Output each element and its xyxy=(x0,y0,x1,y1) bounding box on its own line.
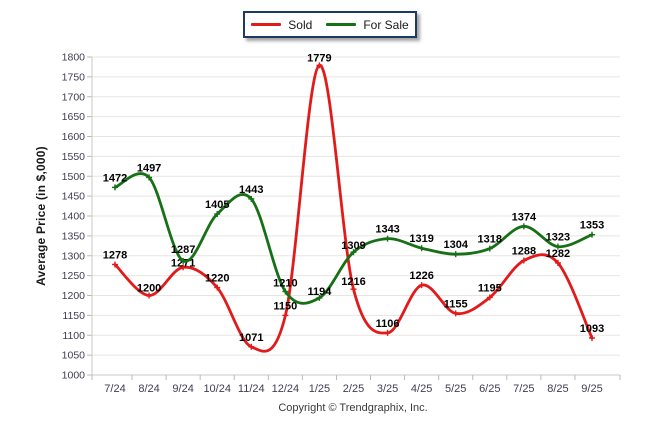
svg-text:1450: 1450 xyxy=(62,191,86,203)
svg-text:3/25: 3/25 xyxy=(377,383,398,395)
gridlines xyxy=(87,56,620,376)
svg-text:1750: 1750 xyxy=(62,71,86,83)
legend-item-sold: Sold xyxy=(251,18,312,32)
svg-text:1650: 1650 xyxy=(62,111,86,123)
svg-text:11/24: 11/24 xyxy=(238,383,265,395)
svg-text:7/25: 7/25 xyxy=(513,383,534,395)
sold-value-label: 1779 xyxy=(307,52,331,64)
for-sale-value-label: 1353 xyxy=(580,220,604,232)
for-sale-value-label: 1210 xyxy=(273,278,297,290)
svg-text:1050: 1050 xyxy=(62,350,86,362)
svg-text:9/25: 9/25 xyxy=(581,383,602,395)
for-sale-value-label: 1374 xyxy=(512,211,537,223)
sold-value-label: 1093 xyxy=(580,323,604,335)
axes xyxy=(91,57,620,376)
svg-text:1100: 1100 xyxy=(62,330,85,342)
copyright-text: Copyright © Trendgraphix, Inc. xyxy=(278,402,428,414)
for-sale-data-labels: 1472 1497 1287 1405 1443 1210 1194 1309 1343 1319… xyxy=(103,162,604,297)
svg-text:8/24: 8/24 xyxy=(138,383,159,395)
svg-text:12/24: 12/24 xyxy=(272,383,300,395)
svg-text:1500: 1500 xyxy=(62,171,86,183)
for-sale-value-label: 1309 xyxy=(341,240,365,252)
sold-value-label: 1220 xyxy=(205,273,229,285)
sold-value-label: 1282 xyxy=(546,248,570,260)
svg-text:1800: 1800 xyxy=(62,52,86,64)
svg-text:8/25: 8/25 xyxy=(547,383,568,395)
y-axis-labels: 1000 1050 1100 1150 1200 1250 1300 1350 1400 1450… xyxy=(62,52,86,382)
svg-text:9/24: 9/24 xyxy=(172,383,193,395)
sold-value-label: 1155 xyxy=(444,298,468,310)
svg-text:10/24: 10/24 xyxy=(203,383,231,395)
sold-line-swatch xyxy=(251,23,282,26)
legend: Sold For Sale xyxy=(243,11,417,38)
for-sale-value-label: 1318 xyxy=(478,234,502,246)
svg-text:1700: 1700 xyxy=(62,91,86,103)
for-sale-value-label: 1497 xyxy=(137,162,161,174)
for-sale-line-swatch xyxy=(326,23,357,26)
x-ticks xyxy=(91,375,621,380)
legend-label-sold: Sold xyxy=(288,17,313,32)
svg-text:4/25: 4/25 xyxy=(411,383,432,395)
sold-value-label: 1216 xyxy=(341,276,365,288)
for-sale-value-label: 1323 xyxy=(546,232,570,244)
sold-value-label: 1071 xyxy=(239,332,263,344)
for-sale-value-label: 1405 xyxy=(205,199,229,211)
sold-value-label: 1106 xyxy=(376,318,400,330)
svg-text:1400: 1400 xyxy=(62,211,86,223)
svg-text:7/24: 7/24 xyxy=(104,383,125,395)
svg-text:1300: 1300 xyxy=(62,250,86,262)
svg-text:1350: 1350 xyxy=(62,230,86,242)
svg-text:1250: 1250 xyxy=(62,270,86,282)
for-sale-value-label: 1443 xyxy=(239,184,263,196)
for-sale-value-label: 1472 xyxy=(103,172,127,184)
svg-text:1/25: 1/25 xyxy=(309,383,330,395)
svg-text:1150: 1150 xyxy=(62,310,85,322)
sold-value-label: 1278 xyxy=(103,249,127,261)
sold-value-label: 1288 xyxy=(512,246,536,258)
for-sale-line xyxy=(113,172,594,305)
for-sale-value-label: 1304 xyxy=(443,239,468,251)
sold-value-label: 1150 xyxy=(273,300,297,312)
for-sale-value-label: 1319 xyxy=(409,233,433,245)
svg-text:1200: 1200 xyxy=(62,290,86,302)
sold-value-label: 1200 xyxy=(137,283,161,295)
sold-line xyxy=(113,63,594,353)
sold-data-labels: 1278120012711220107111501779121611061226… xyxy=(103,52,604,343)
svg-text:1550: 1550 xyxy=(62,151,86,163)
for-sale-value-label: 1343 xyxy=(375,224,399,236)
for-sale-value-label: 1194 xyxy=(307,286,332,298)
legend-item-for-sale: For Sale xyxy=(326,17,409,32)
sold-value-label: 1226 xyxy=(409,270,433,282)
for-sale-markers xyxy=(112,174,595,301)
svg-text:6/25: 6/25 xyxy=(479,383,500,395)
sold-value-label: 1195 xyxy=(478,282,502,294)
for-sale-value-label: 1287 xyxy=(171,244,195,256)
x-axis-labels: 7/24 8/24 9/24 10/24 11/24 12/24 1/25 2/25 3/25 4… xyxy=(104,383,602,395)
svg-text:1600: 1600 xyxy=(62,131,86,143)
svg-text:1000: 1000 xyxy=(62,370,86,382)
legend-label-for-sale: For Sale xyxy=(363,17,409,32)
svg-text:5/25: 5/25 xyxy=(445,383,466,395)
svg-text:2/25: 2/25 xyxy=(343,383,364,395)
sold-markers xyxy=(112,62,595,350)
